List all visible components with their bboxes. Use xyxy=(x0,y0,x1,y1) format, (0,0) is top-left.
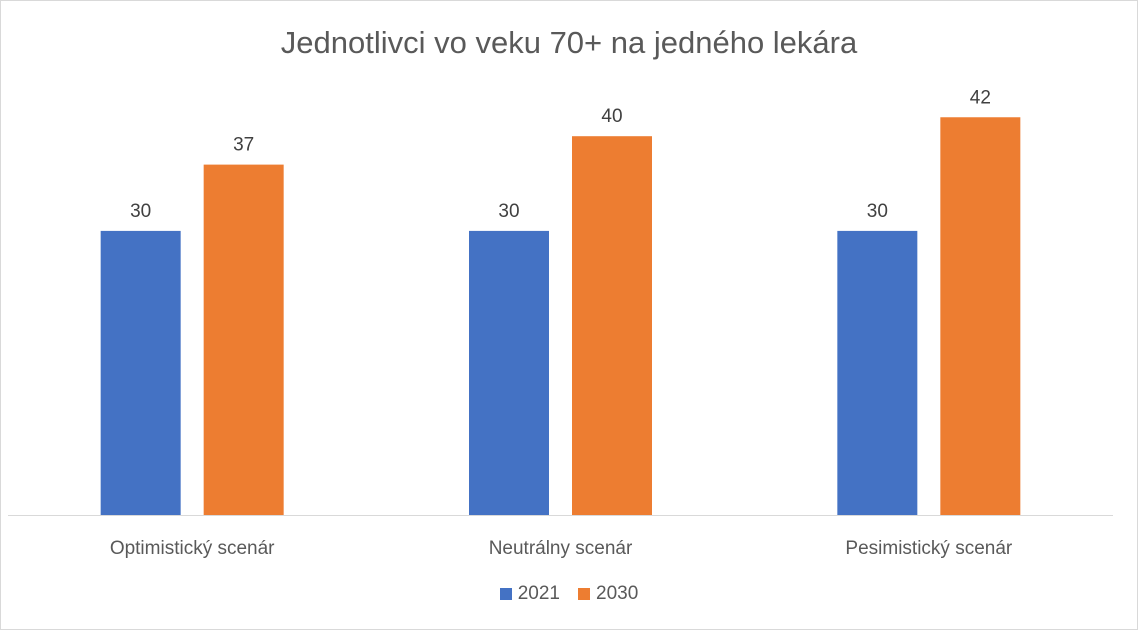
legend: 2021 2030 xyxy=(1,583,1137,605)
x-tick-label-3: Pesimistický scenár xyxy=(845,538,1012,559)
legend-swatch-2021 xyxy=(499,588,512,600)
bar-2021-2 xyxy=(469,230,549,515)
legend-item-2030: 2030 xyxy=(578,583,638,605)
data-label-2030-1: 37 xyxy=(233,135,254,156)
x-tick-label-1: Optimistický scenár xyxy=(110,538,275,559)
data-label-2021-3: 30 xyxy=(867,201,888,222)
data-label-2021-2: 30 xyxy=(498,201,519,222)
legend-item-2021: 2021 xyxy=(499,583,560,605)
data-label-2030-2: 40 xyxy=(601,106,622,127)
chart-title: Jednotlivci vo veku 70+ na jedného lekár… xyxy=(280,25,858,60)
bar-2021-1 xyxy=(100,230,181,515)
x-tick-label-2: Neutrálny scenár xyxy=(489,538,633,559)
bar-2021-3 xyxy=(837,230,918,515)
bar-2030-2 xyxy=(572,136,652,515)
data-label-2021-1: 30 xyxy=(130,201,151,222)
bar-2030-3 xyxy=(940,117,1021,515)
legend-label-2030: 2030 xyxy=(596,583,639,604)
bar-2030-1 xyxy=(203,164,284,516)
legend-label-2021: 2021 xyxy=(517,583,560,604)
legend-swatch-2030 xyxy=(578,588,590,600)
data-label-2030-3: 42 xyxy=(970,87,991,108)
